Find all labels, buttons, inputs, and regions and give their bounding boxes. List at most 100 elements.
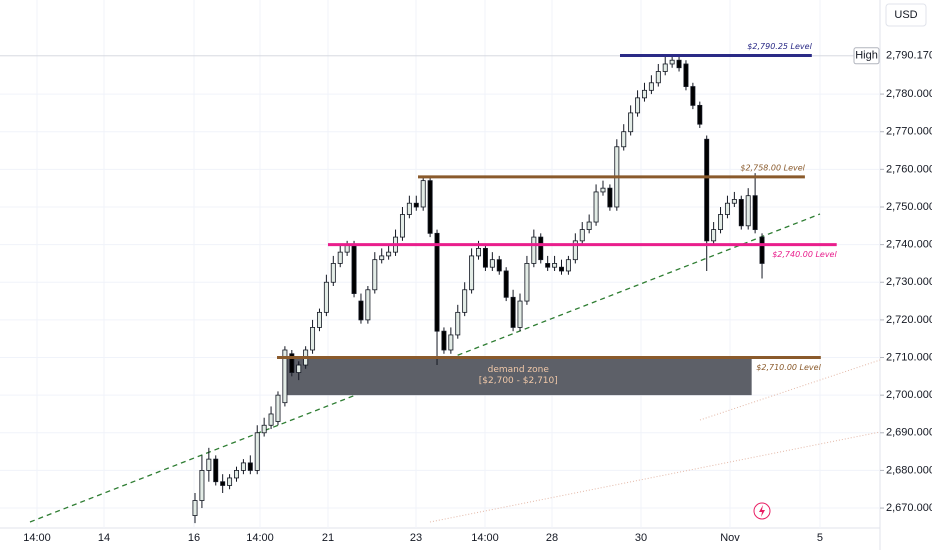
candle-body [690, 86, 696, 106]
candle-body [448, 334, 454, 351]
candle-body [738, 199, 744, 227]
candle-body [524, 263, 530, 302]
candle-body [676, 59, 682, 69]
candle-body [586, 221, 592, 230]
candle-body [510, 296, 516, 328]
currency: USD [894, 9, 917, 21]
y-tick-label: 2,670.000 [886, 502, 932, 514]
candle-body [247, 462, 253, 471]
candle-body [718, 214, 724, 230]
candle-body [752, 195, 758, 230]
level-label: $2,790.25 Level [747, 42, 812, 51]
y-tick-label: 2,710.000 [886, 351, 932, 363]
demand-zone [284, 357, 752, 396]
candle-body [213, 458, 219, 483]
candle-body [220, 481, 226, 486]
candle-body [503, 270, 509, 298]
candle-body [482, 247, 488, 268]
x-tick-label: 14:00 [471, 532, 499, 544]
candle-body [662, 63, 668, 72]
candle-body [337, 251, 343, 264]
candle-body [469, 255, 475, 291]
zone-label: [$2,700 - $2,710] [479, 376, 558, 386]
y-tick-label: 2,740.000 [886, 239, 932, 251]
candle-body [593, 191, 599, 223]
candle-body [330, 263, 336, 283]
candle-body [517, 300, 523, 328]
candle-body [489, 259, 495, 268]
x-tick-label: 23 [410, 532, 422, 544]
candle-body [351, 244, 357, 294]
candle-body [234, 470, 239, 479]
candle-body [316, 311, 322, 328]
candle-body [759, 236, 765, 264]
y-tick-label: 2,730.000 [886, 276, 932, 288]
y-tick-label: 2,770.000 [886, 126, 932, 138]
candle-body [628, 112, 634, 133]
candle-body [323, 281, 329, 313]
event-bolt [759, 505, 765, 517]
candle-body [572, 240, 578, 261]
candle-body [559, 266, 564, 272]
y-tick-label: 2,680.000 [886, 464, 932, 476]
candle-body [538, 236, 544, 261]
candle-body [268, 413, 274, 426]
candle-body [462, 289, 468, 313]
candle-body [441, 330, 447, 351]
high-value: 2,790.170 [886, 50, 932, 62]
candle-body [379, 255, 385, 261]
level-label: $2,710.00 Level [756, 363, 821, 372]
candle-body [406, 202, 412, 215]
x-tick-label: 16 [188, 532, 200, 544]
candle-body [565, 259, 571, 272]
candle-body [496, 259, 502, 272]
y-tick-label: 2,720.000 [886, 314, 932, 326]
high-label: High [855, 50, 878, 62]
candle-body [648, 82, 654, 91]
candle-body [552, 263, 558, 268]
candle-body [607, 187, 613, 208]
level-label: $2,758.00 Level [740, 163, 805, 172]
candle-body [372, 259, 378, 291]
candle-body [358, 300, 364, 321]
candle-body [621, 131, 627, 148]
candle-body [240, 462, 246, 471]
zone-title: demand zone [488, 365, 550, 375]
candle-body [724, 202, 730, 215]
x-tick-label: 5 [817, 532, 823, 544]
candle-body [655, 71, 661, 84]
candle-body [669, 59, 675, 65]
candle-body [275, 394, 281, 422]
candle-body [254, 432, 260, 471]
candle-body [545, 263, 551, 268]
x-tick-label: Nov [720, 532, 740, 544]
y-tick-label: 2,780.000 [886, 88, 932, 100]
x-tick-label: 30 [635, 532, 647, 544]
candle-body [261, 424, 267, 434]
candle-body [697, 104, 703, 125]
candle-body [579, 229, 585, 242]
currency-box[interactable] [885, 3, 927, 27]
candle-body [434, 232, 440, 332]
candle-body [704, 138, 710, 242]
candle-body [310, 327, 316, 351]
candle-body [420, 180, 426, 208]
y-tick-label: 2,700.000 [886, 389, 932, 401]
candle-body [731, 199, 737, 204]
candle-body [683, 63, 689, 87]
candle-body [386, 251, 392, 257]
candle-body [206, 458, 212, 471]
y-tick-label: 2,750.000 [886, 201, 932, 213]
candle-body [600, 187, 606, 193]
x-tick-label: 14 [98, 532, 110, 544]
candle-body [399, 214, 405, 238]
level-label: $2,740.00 Level [772, 250, 837, 259]
candle-body [476, 247, 481, 257]
candle-body [192, 500, 198, 516]
x-tick-label: 28 [546, 532, 558, 544]
candle-body [711, 229, 717, 242]
y-tick-label: 2,760.000 [886, 163, 932, 175]
x-tick-label: 14:00 [23, 532, 51, 544]
